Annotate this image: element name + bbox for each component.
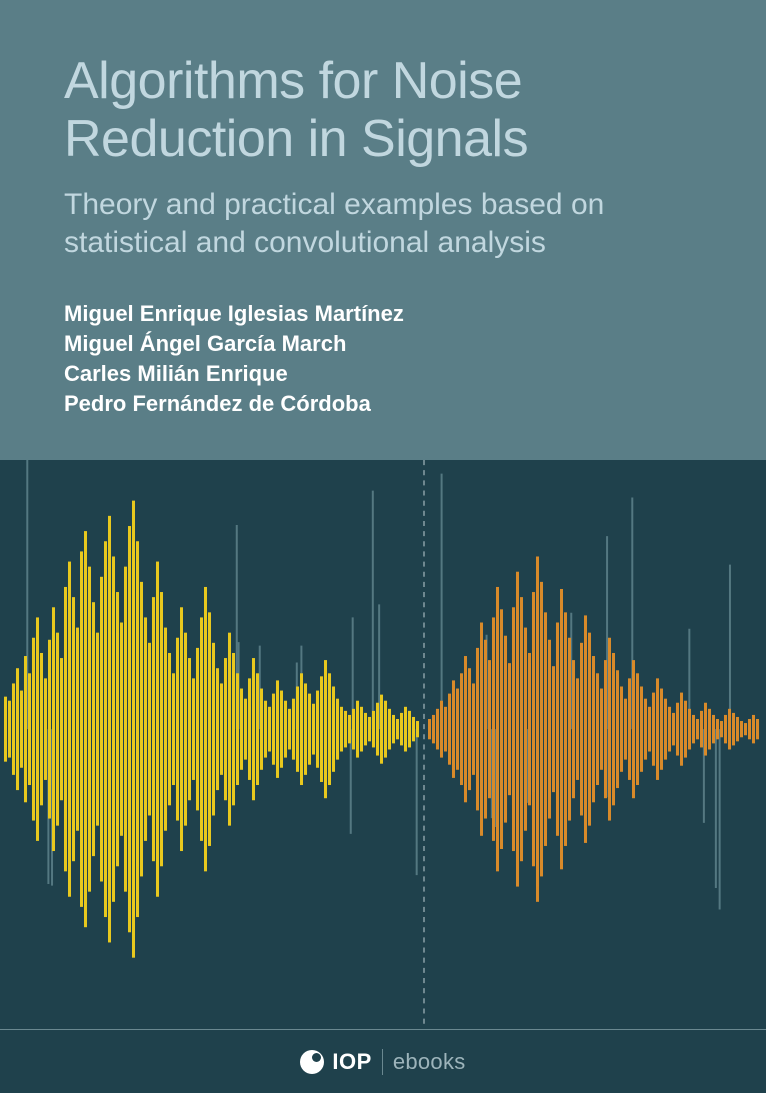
header-panel: Algorithms for Noise Reduction in Signal… xyxy=(0,0,766,460)
publisher-brand: IOP xyxy=(332,1049,371,1075)
author-line: Miguel Enrique Iglesias Martínez xyxy=(64,299,702,329)
waveform-graphic xyxy=(0,460,766,1029)
publisher-footer: IOP ebooks xyxy=(0,1029,766,1093)
author-line: Carles Milián Enrique xyxy=(64,359,702,389)
publisher-badge: IOP xyxy=(300,1049,371,1075)
book-cover: Algorithms for Noise Reduction in Signal… xyxy=(0,0,766,1093)
author-line: Pedro Fernández de Córdoba xyxy=(64,389,702,419)
authors-list: Miguel Enrique Iglesias Martínez Miguel … xyxy=(64,299,702,418)
waveform-svg xyxy=(0,460,766,1029)
footer-divider xyxy=(382,1049,383,1075)
book-title: Algorithms for Noise Reduction in Signal… xyxy=(64,52,702,168)
iop-logo-icon xyxy=(300,1050,324,1074)
author-line: Miguel Ángel García March xyxy=(64,329,702,359)
publisher-series: ebooks xyxy=(393,1049,466,1075)
book-subtitle: Theory and practical examples based on s… xyxy=(64,186,702,261)
